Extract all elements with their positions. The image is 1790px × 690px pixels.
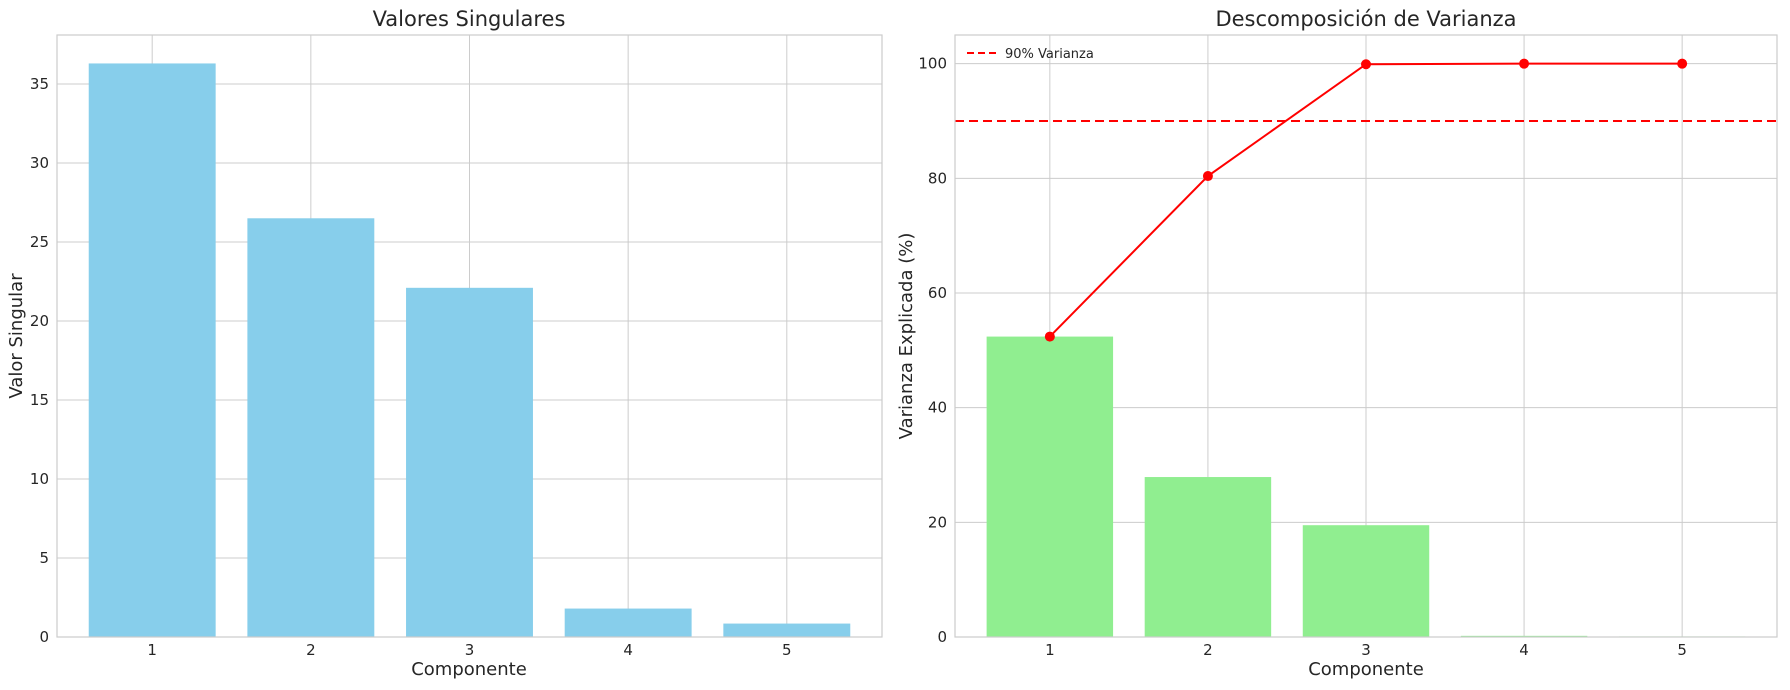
x-tick-label: 5 [1677,641,1687,659]
cumulative-point-1 [1044,331,1055,342]
y-tick-label: 100 [918,55,947,73]
chart2-x-ticks: 1 2 3 4 5 [1045,641,1687,659]
y-tick-label: 10 [30,470,49,488]
chart1-x-ticks: 1 2 3 4 5 [147,641,791,659]
chart1-bars [88,63,851,638]
x-tick-label: 1 [1045,641,1055,659]
y-tick-label: 5 [39,549,49,567]
bar-1 [986,336,1114,637]
y-tick-label: 80 [928,169,947,187]
chart2-bars [986,336,1746,637]
y-tick-label: 20 [30,312,49,330]
bar-1 [88,63,216,638]
y-tick-label: 0 [937,628,947,646]
y-tick-label: 60 [928,284,947,302]
chart2-y-ticks: 0 20 40 60 80 100 [918,55,947,646]
cumulative-point-4 [1519,58,1530,69]
x-tick-label: 2 [306,641,316,659]
chart1-title: Valores Singulares [373,7,566,31]
y-tick-label: 30 [30,154,49,172]
bar-3 [406,287,533,637]
bar-5 [723,623,851,637]
chart1-ylabel: Valor Singular [6,273,27,399]
chart1-xlabel: Componente [411,659,527,680]
bar-4 [564,608,692,637]
chart2-ylabel: Varianza Explicada (%) [896,233,917,440]
chart1-frame [56,34,883,638]
y-tick-label: 25 [30,233,49,251]
bar-2 [247,218,375,638]
cumulative-point-5 [1677,58,1688,69]
y-tick-label: 15 [30,391,49,409]
y-tick-label: 20 [928,513,947,531]
y-tick-label: 35 [30,75,49,93]
chart2-legend: 90% Varianza [967,47,1094,62]
x-tick-label: 2 [1203,641,1213,659]
chart2-frame [954,34,1778,638]
x-tick-label: 4 [1519,641,1529,659]
x-tick-label: 3 [465,641,475,659]
y-tick-label: 0 [39,628,49,646]
cumulative-point-3 [1361,59,1371,70]
chart2-cumulative-points [1044,58,1688,342]
x-tick-label: 5 [782,641,792,659]
x-tick-label: 3 [1361,641,1371,659]
chart2-xlabel: Componente [1308,659,1424,680]
y-tick-label: 40 [928,399,947,417]
cumulative-point-2 [1202,171,1213,182]
x-tick-label: 1 [147,641,157,659]
x-tick-label: 4 [623,641,633,659]
chart2-title: Descomposición de Varianza [1215,7,1516,31]
chart1-y-ticks: 0 5 10 15 20 25 30 35 [30,75,49,646]
bar-3 [1302,525,1430,637]
bar-2 [1144,477,1272,637]
legend-threshold-label: 90% Varianza [1005,47,1094,62]
chart-variance-decomposition: Descomposición de Varianza 1 2 3 4 5 0 20 40 60… [896,7,1778,680]
